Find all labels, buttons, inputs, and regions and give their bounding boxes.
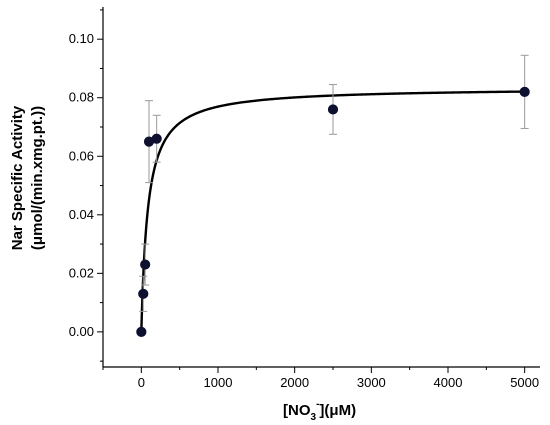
plot-area xyxy=(136,54,530,337)
y-ticks: 0.00 0.02 0.04 0.06 0.08 0.10 xyxy=(69,9,103,362)
x-axis-title-subscript: 3 xyxy=(311,412,317,423)
x-axis-title-main: [NO xyxy=(283,402,311,419)
y-axis-title-line-2: (μmol/(min.xmg.pt.)) xyxy=(29,106,46,250)
y-tick-label: 0.08 xyxy=(69,90,94,105)
data-point xyxy=(140,259,151,270)
fit-curve-layer xyxy=(140,90,525,332)
x-tick-label: 0 xyxy=(138,375,145,390)
x-axis-title: [NO3 -](μM) xyxy=(283,399,356,423)
x-tick-label: 3000 xyxy=(357,375,386,390)
y-tick-label: 0.02 xyxy=(69,265,94,280)
x-axis-title-superscript: - xyxy=(316,399,319,410)
y-axis-title-line-1: Nar Specific Activity xyxy=(9,105,26,250)
x-tick-label: 4000 xyxy=(434,375,463,390)
y-axis-title: Nar Specific Activity (μmol/(min.xmg.pt.… xyxy=(9,105,46,250)
y-tick-label: 0.10 xyxy=(69,31,94,46)
error-bars xyxy=(139,54,529,312)
data-point xyxy=(327,104,339,115)
x-ticks: 0 1000 2000 3000 4000 5000 xyxy=(102,367,539,390)
x-axis-title-tail: ](μM) xyxy=(319,402,356,419)
fit-curve xyxy=(140,90,525,332)
x-tick-label: 5000 xyxy=(510,375,539,390)
data-point xyxy=(136,326,147,337)
x-tick-label: 2000 xyxy=(280,375,309,390)
data-points xyxy=(136,86,530,337)
data-point xyxy=(138,288,149,299)
data-point xyxy=(151,133,162,144)
y-tick-label: 0.06 xyxy=(69,148,94,163)
data-point xyxy=(519,86,530,97)
axes: 0 1000 2000 3000 4000 5000 0.000.020.040.060.… xyxy=(69,7,540,390)
y-tick-label: 0.00 xyxy=(69,324,94,339)
x-tick-label: 1000 xyxy=(204,375,233,390)
y-tick-label: 0.04 xyxy=(69,207,94,222)
